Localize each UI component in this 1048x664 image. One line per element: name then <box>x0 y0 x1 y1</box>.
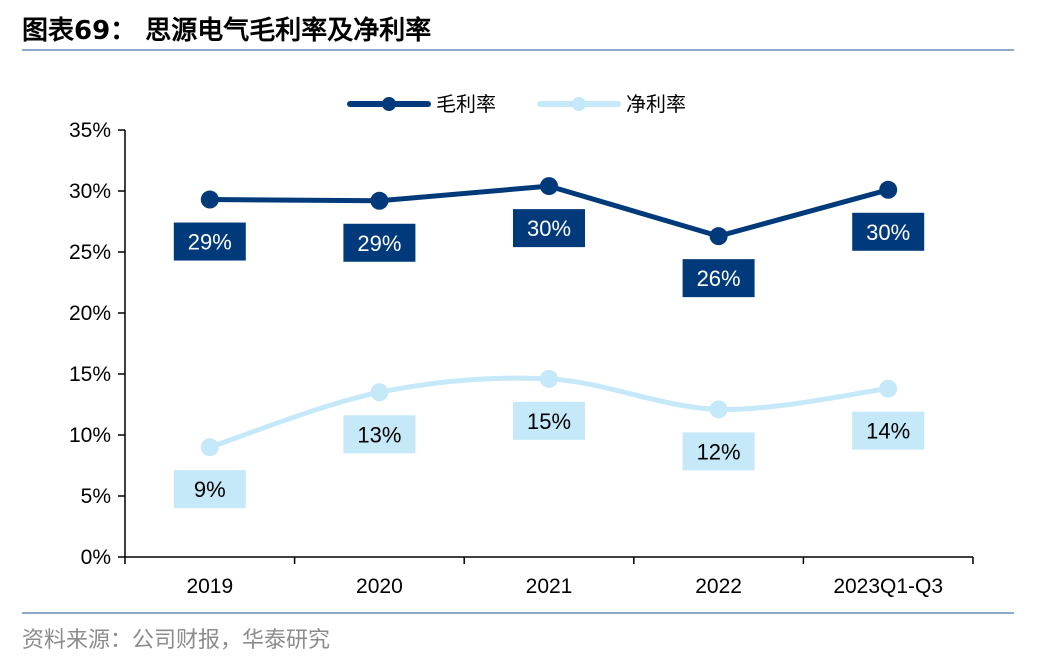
x-tick-label: 2023Q1-Q3 <box>833 575 943 598</box>
data-label-net: 9% <box>194 477 226 502</box>
legend-label-net: 净利率 <box>626 93 686 116</box>
data-label-gross: 29% <box>188 230 232 255</box>
data-label-box-net <box>173 470 246 509</box>
data-label-net: 13% <box>357 422 401 447</box>
legend-item-gross: 毛利率 <box>347 93 496 116</box>
footer-divider <box>22 612 1014 614</box>
data-label-net: 15% <box>527 409 571 434</box>
data-label-box-gross <box>852 212 925 251</box>
data-point-gross <box>370 191 389 210</box>
data-label-box-net <box>513 401 585 440</box>
data-label-gross: 26% <box>697 266 741 291</box>
y-axis: 0% 5% 10% 15% 20% 25% 30% 35% <box>69 119 126 569</box>
data-point-gross <box>540 177 558 196</box>
data-point-gross <box>200 190 219 209</box>
data-point-net <box>370 383 389 402</box>
source-note: 资料来源：公司财报，华泰研究 <box>22 628 331 653</box>
data-label-box-gross <box>343 223 416 262</box>
series-net: 9% 13% 15% 12% 14% <box>173 369 925 509</box>
y-tick-label: 5% <box>81 485 111 508</box>
page-title: 图表69： 思源电气毛利率及净利率 <box>22 16 432 46</box>
x-tick-label: 2019 <box>186 575 233 598</box>
legend-marker-gross <box>382 97 396 111</box>
y-tick-label: 30% <box>69 180 111 203</box>
data-label-box-net <box>682 432 755 471</box>
data-label-box-net <box>852 411 925 450</box>
legend-label-gross: 毛利率 <box>436 93 496 116</box>
data-point-net <box>709 400 728 419</box>
legend-item-net: 净利率 <box>537 93 686 116</box>
data-label-gross: 29% <box>357 231 401 256</box>
chart-legend: 毛利率 净利率 <box>347 93 686 116</box>
data-point-net <box>879 379 898 398</box>
data-label-box-net <box>343 415 416 454</box>
margin-line-chart: 0%5%10%15%20%25%30%35% 2019 2020 2021 2022 2… <box>69 93 974 598</box>
x-tick-label: 2021 <box>526 575 573 598</box>
data-point-net <box>200 438 219 457</box>
data-label-box-gross <box>682 259 755 298</box>
y-tick-label: 15% <box>69 363 111 386</box>
data-label-box-gross <box>513 209 585 248</box>
data-label-box-gross <box>173 222 246 261</box>
data-point-net <box>540 369 558 388</box>
y-tick-label: 25% <box>69 241 111 264</box>
y-tick-label: 0% <box>81 546 111 569</box>
data-label-gross: 30% <box>527 216 571 241</box>
data-label-net: 12% <box>697 439 741 464</box>
x-tick-label: 2022 <box>695 575 742 598</box>
legend-marker-net <box>572 97 586 111</box>
data-point-gross <box>709 227 728 246</box>
data-label-gross: 30% <box>866 220 910 245</box>
data-point-gross <box>879 180 898 199</box>
y-tick-label: 35% <box>69 119 111 142</box>
series-gross: 29% 29% 30% 26% 30% <box>173 177 925 298</box>
data-label-net: 14% <box>866 419 910 444</box>
x-tick-label: 2020 <box>356 575 403 598</box>
x-axis: 2019 2020 2021 2022 2023Q1-Q3 <box>124 556 974 598</box>
y-tick-label: 10% <box>69 424 111 447</box>
title-divider <box>22 49 1014 51</box>
y-tick-label: 20% <box>69 302 111 325</box>
